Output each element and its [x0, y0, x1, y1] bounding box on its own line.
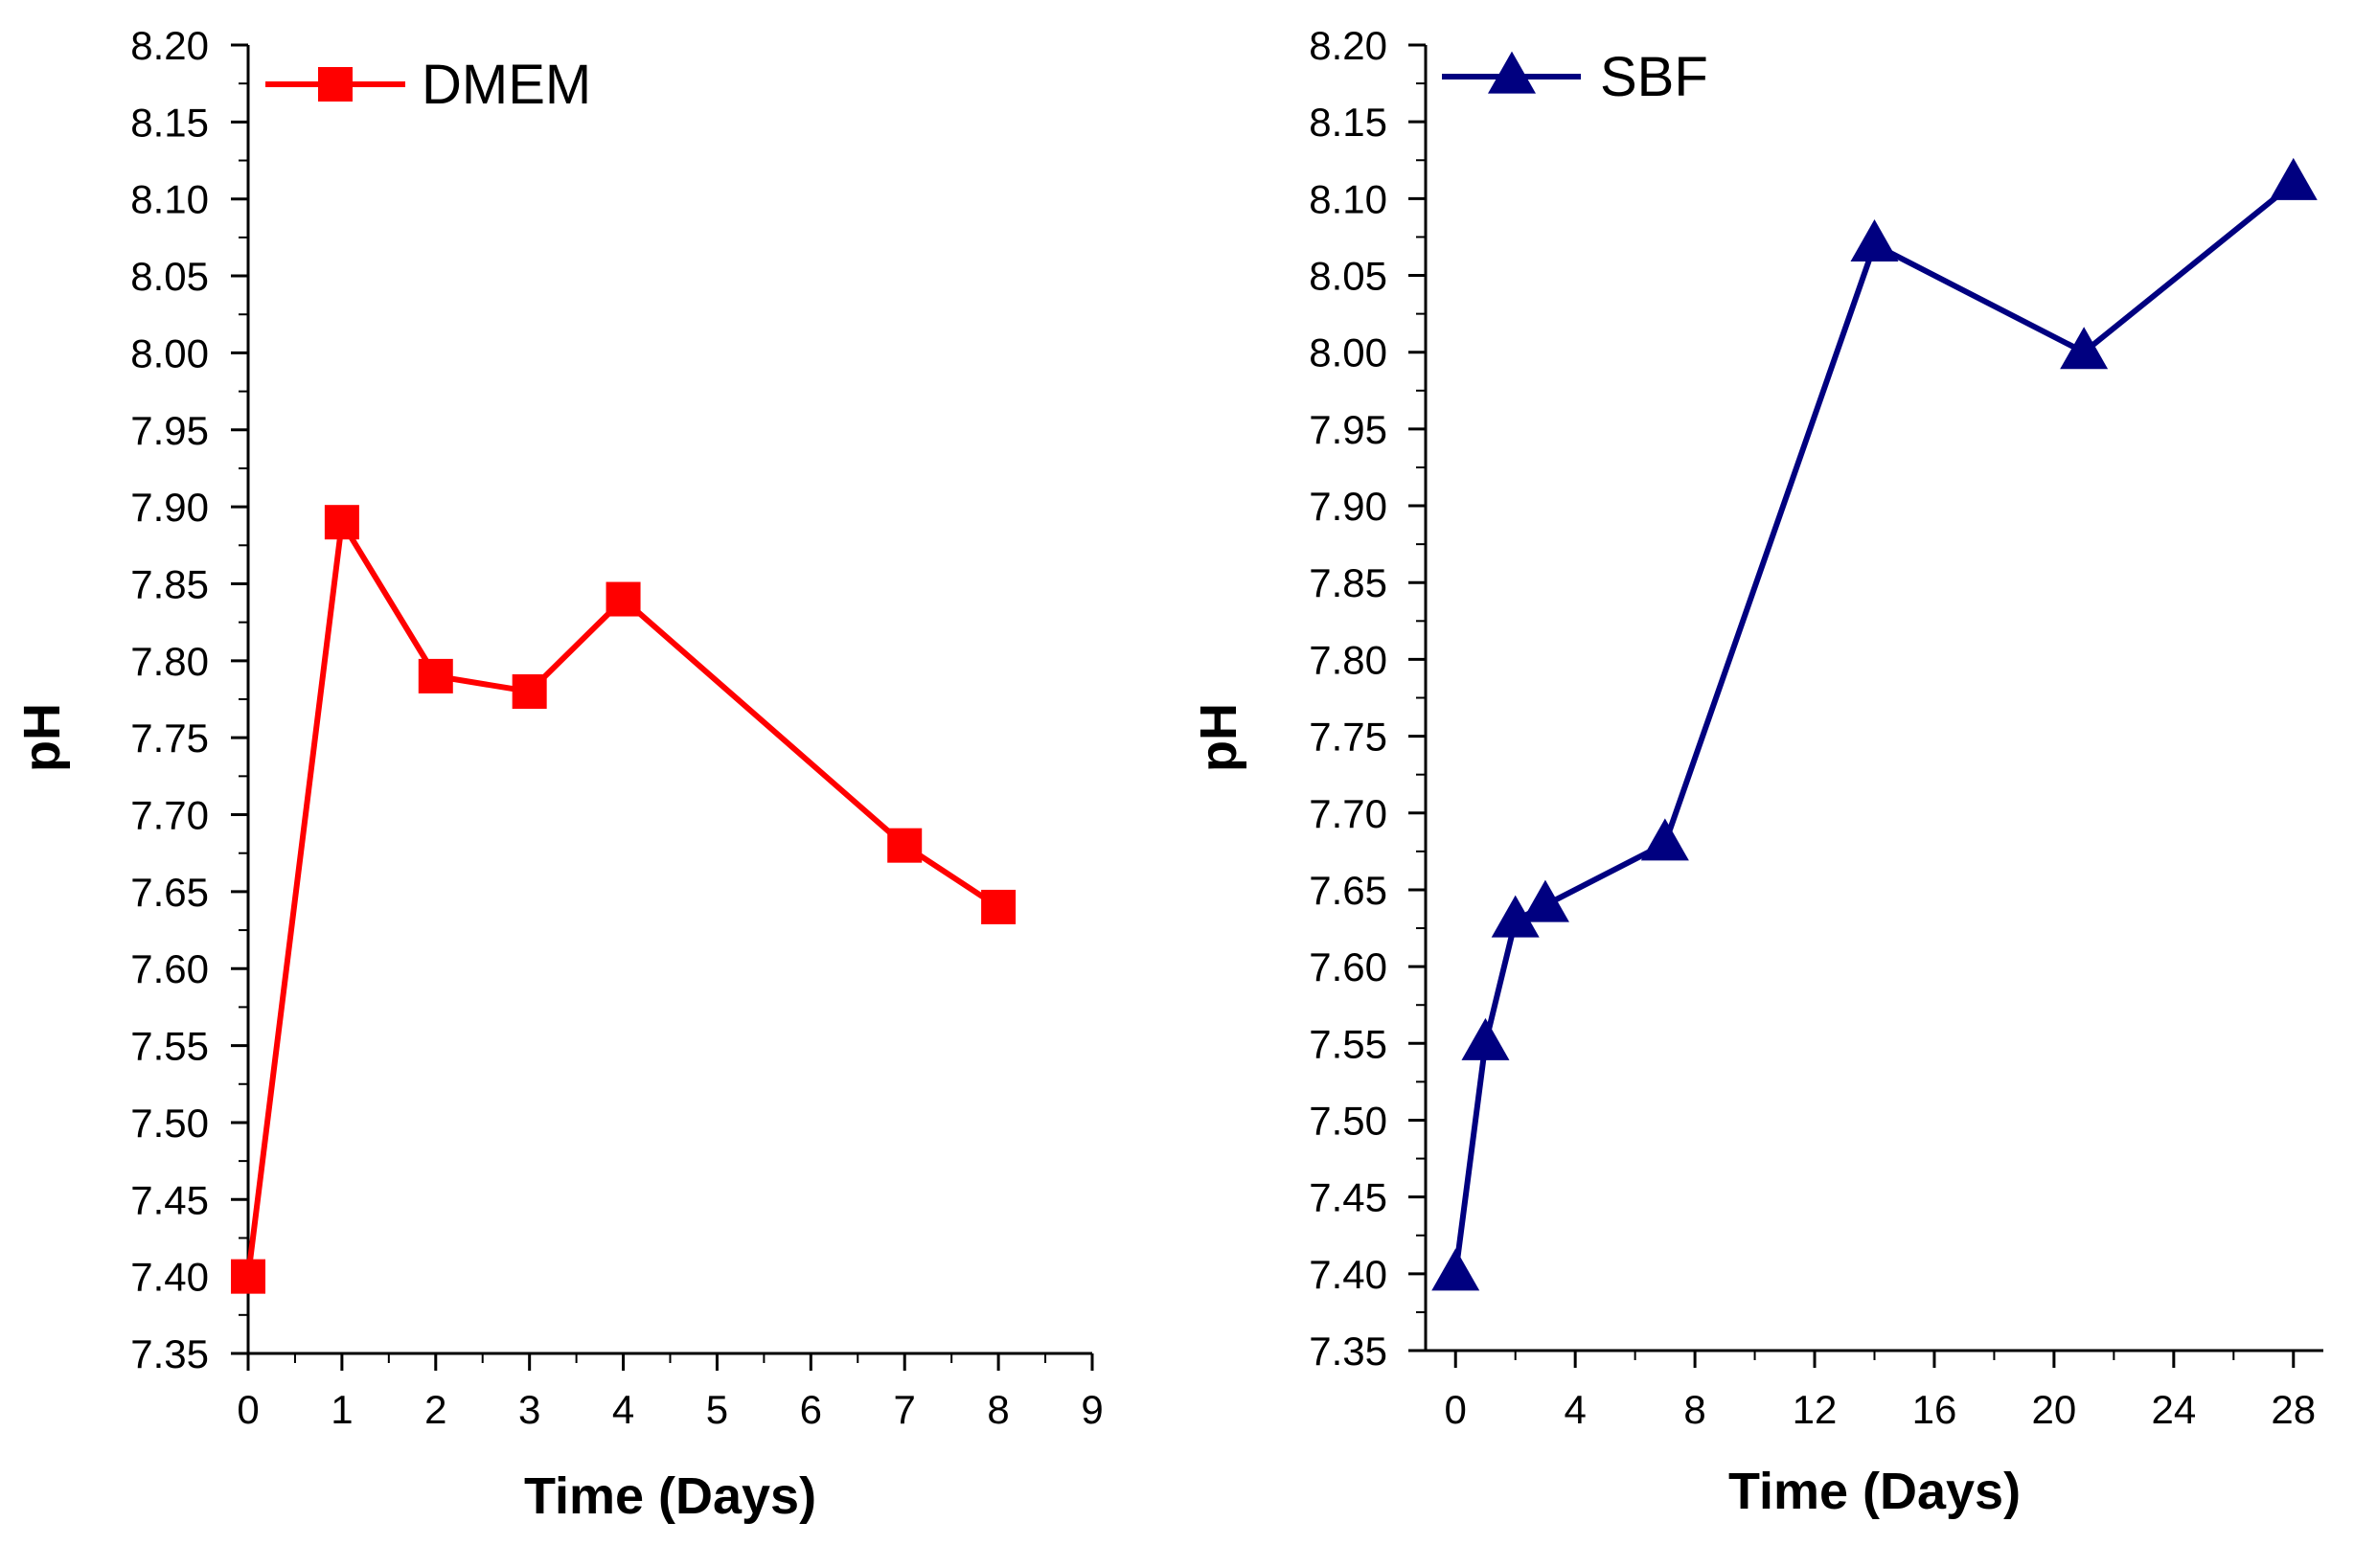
x-tick-label: 0: [237, 1387, 259, 1432]
y-tick-label: 8.00: [1309, 330, 1387, 375]
data-point: [1520, 879, 1569, 922]
y-tick-label: 7.95: [130, 408, 209, 453]
y-tick-label: 7.45: [130, 1177, 209, 1222]
y-tick-label: 8.00: [130, 330, 209, 375]
y-tick-label: 7.50: [1309, 1098, 1387, 1143]
y-tick-label: 7.60: [1309, 944, 1387, 989]
x-tick-label: 6: [800, 1387, 822, 1432]
y-tick-label: 7.75: [1309, 715, 1387, 760]
x-axis-title: Time (Days): [524, 1467, 816, 1525]
y-tick-label: 7.55: [1309, 1021, 1387, 1066]
y-tick-label: 7.70: [130, 793, 209, 838]
data-point: [1461, 1017, 1510, 1060]
data-point: [512, 673, 547, 709]
x-tick-label: 2: [424, 1387, 446, 1432]
x-tick-label: 12: [1793, 1387, 1838, 1432]
y-tick-label: 8.15: [1309, 100, 1387, 145]
x-tick-label: 7: [894, 1387, 916, 1432]
data-point: [2060, 327, 2109, 370]
x-tick-label: 4: [612, 1387, 634, 1432]
legend-marker: [1488, 51, 1536, 94]
y-axis-title: pH: [13, 703, 71, 772]
x-tick-label: 28: [2271, 1387, 2316, 1432]
y-tick-label: 8.05: [130, 254, 209, 299]
x-tick-label: 8: [987, 1387, 1009, 1432]
y-axis-title: pH: [1190, 703, 1247, 772]
data-point: [418, 658, 453, 693]
x-tick-label: 5: [706, 1387, 728, 1432]
y-tick-label: 7.80: [1309, 637, 1387, 682]
data-point: [981, 889, 1017, 924]
data-point: [887, 828, 923, 863]
y-tick-label: 7.65: [130, 870, 209, 915]
x-tick-label: 24: [2151, 1387, 2196, 1432]
y-tick-label: 8.20: [130, 23, 209, 68]
x-axis-title: Time (Days): [1728, 1463, 2021, 1520]
y-tick-label: 7.80: [130, 639, 209, 684]
y-tick-label: 8.10: [1309, 176, 1387, 221]
y-tick-label: 8.20: [1309, 23, 1387, 68]
y-tick-label: 8.05: [1309, 254, 1387, 299]
legend: DMEM: [265, 54, 591, 116]
x-tick-label: 9: [1081, 1387, 1103, 1432]
y-tick-label: 7.35: [1309, 1329, 1387, 1374]
data-point: [2269, 157, 2318, 200]
x-tick-label: 0: [1445, 1387, 1467, 1432]
y-tick-label: 7.65: [1309, 868, 1387, 913]
y-tick-label: 7.45: [1309, 1175, 1387, 1220]
y-tick-label: 7.35: [130, 1331, 209, 1376]
x-tick-label: 8: [1683, 1387, 1705, 1432]
y-tick-label: 7.40: [1309, 1252, 1387, 1297]
x-tick-label: 20: [2032, 1387, 2077, 1432]
sbf-ph-chart: 7.35 7.40 7.45 7.50 7.55 7.60 7.65 7.70 7.75 7.80…: [1190, 23, 2323, 1520]
y-tick-label: 8.15: [130, 100, 209, 145]
y-tick-label: 7.50: [130, 1101, 209, 1146]
data-point: [606, 581, 641, 617]
legend-label: SBF: [1600, 46, 1708, 108]
dmem-ph-chart: 7.35 7.40 7.45 7.50 7.55 7.60 7.65 7.70 7.75 7.80…: [13, 23, 1104, 1525]
x-tick-label: 3: [518, 1387, 540, 1432]
data-point: [324, 505, 359, 540]
legend: SBF: [1442, 46, 1708, 108]
y-tick-label: 7.75: [130, 716, 209, 761]
y-tick-label: 8.10: [130, 177, 209, 222]
data-point: [231, 1259, 265, 1294]
y-tick-label: 7.90: [1309, 484, 1387, 529]
x-tick-label: 16: [1912, 1387, 1957, 1432]
x-tick-label: 4: [1564, 1387, 1586, 1432]
data-point: [1431, 1248, 1480, 1291]
legend-label: DMEM: [422, 54, 591, 116]
x-tick-label: 1: [331, 1387, 353, 1432]
y-tick-label: 7.85: [1309, 560, 1387, 605]
y-tick-label: 7.90: [130, 485, 209, 530]
y-tick-label: 7.55: [130, 1024, 209, 1069]
series-line-sbf: [1452, 180, 2296, 1275]
y-tick-label: 7.70: [1309, 791, 1387, 836]
data-point: [1640, 818, 1689, 861]
data-point: [1491, 895, 1540, 938]
y-tick-label: 7.60: [130, 946, 209, 991]
series-line-dmem: [245, 519, 1000, 1278]
y-tick-label: 7.40: [130, 1255, 209, 1300]
y-tick-label: 7.85: [130, 561, 209, 606]
data-point: [1850, 219, 1899, 262]
y-tick-label: 7.95: [1309, 407, 1387, 452]
legend-marker: [318, 67, 353, 102]
